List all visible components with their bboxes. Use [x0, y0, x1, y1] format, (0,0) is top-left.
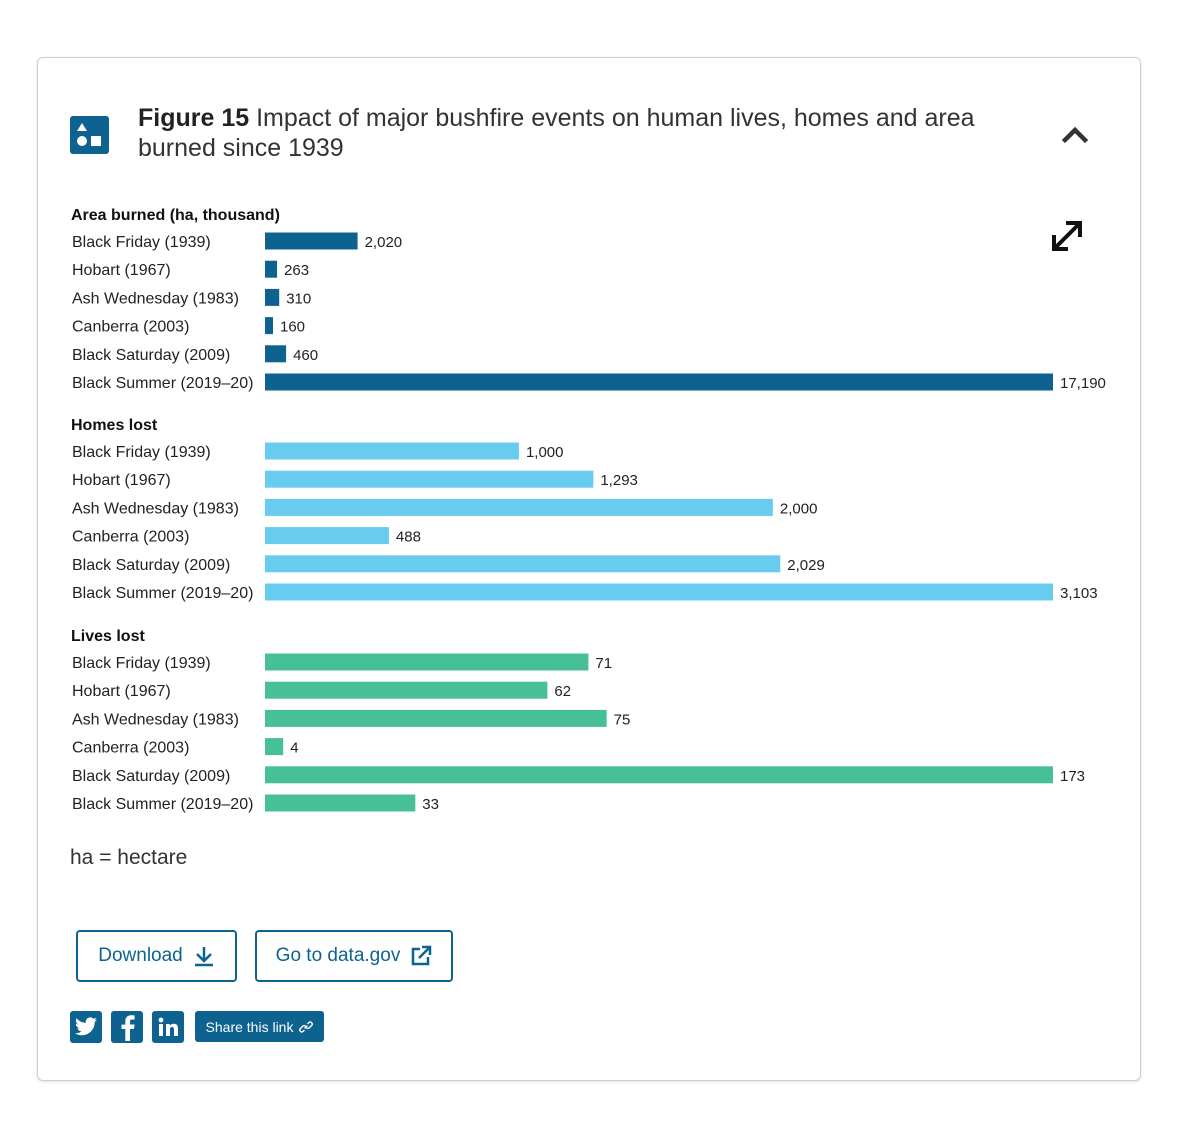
bar — [265, 794, 416, 812]
category-label: Hobart (1967) — [72, 683, 171, 700]
external-link-icon — [412, 945, 432, 966]
category-label: Black Saturday (2009) — [72, 768, 230, 785]
panel-title: Homes lost — [71, 417, 158, 434]
category-label: Hobart (1967) — [72, 472, 171, 489]
figure-title: Figure 15 Impact of major bushfire event… — [138, 103, 1038, 163]
chevron-up-icon — [1061, 126, 1089, 144]
bar — [265, 653, 589, 671]
category-label: Canberra (2003) — [72, 319, 189, 336]
bar — [265, 288, 280, 306]
category-label: Ash Wednesday (1983) — [72, 711, 239, 728]
download-icon — [194, 947, 213, 967]
twitter-icon[interactable] — [70, 1011, 102, 1043]
data-label: 2,029 — [787, 557, 825, 574]
expand-arrows-icon — [1052, 221, 1082, 251]
data-label: 1,293 — [600, 472, 638, 489]
category-label: Black Friday (1939) — [72, 234, 211, 251]
data-label: 2,020 — [365, 234, 403, 251]
linkedin-icon[interactable] — [152, 1011, 184, 1043]
download-label: Download — [98, 945, 183, 966]
bar-chart: Area burned (ha, thousand) Black Friday (… — [71, 207, 1106, 813]
data-label: 62 — [554, 683, 571, 700]
link-icon — [299, 1020, 314, 1033]
category-label: Black Saturday (2009) — [72, 557, 230, 574]
bar — [265, 527, 389, 545]
bar — [265, 583, 1053, 601]
data-label: 17,190 — [1060, 375, 1106, 392]
panel-title: Area burned (ha, thousand) — [71, 207, 280, 224]
bar — [265, 709, 607, 727]
category-label: Canberra (2003) — [72, 529, 189, 546]
data-label: 4 — [290, 740, 298, 757]
bar — [265, 681, 548, 699]
category-label: Black Summer (2019–20) — [72, 375, 253, 392]
figure-label: Figure 15 — [138, 104, 250, 132]
category-label: Black Friday (1939) — [72, 655, 211, 672]
share-link-button[interactable]: Share this link — [195, 1011, 324, 1042]
bar — [265, 766, 1053, 784]
collapse-button[interactable] — [1058, 120, 1092, 150]
bar — [265, 317, 273, 335]
datagov-label: Go to data.gov — [275, 945, 401, 966]
figure-title-text: Impact of major bushfire events on human… — [138, 104, 975, 162]
category-label: Black Saturday (2009) — [72, 347, 230, 364]
category-label: Ash Wednesday (1983) — [72, 290, 239, 307]
category-label: Ash Wednesday (1983) — [72, 500, 239, 517]
category-label: Black Friday (1939) — [72, 444, 211, 461]
data-label: 310 — [286, 290, 311, 307]
data-label: 173 — [1060, 768, 1085, 785]
bar — [265, 442, 519, 460]
data-label: 263 — [284, 262, 309, 279]
bar — [265, 498, 773, 516]
panel-title: Lives lost — [71, 628, 145, 645]
bar — [265, 232, 358, 250]
download-button[interactable]: Download — [76, 930, 237, 982]
data-label: 160 — [280, 319, 305, 336]
category-label: Black Summer (2019–20) — [72, 585, 253, 602]
expand-button[interactable] — [1048, 217, 1086, 255]
bar — [265, 345, 287, 363]
data-label: 33 — [422, 796, 439, 813]
bar — [265, 738, 284, 756]
data-label: 2,000 — [780, 500, 818, 517]
data-label: 460 — [293, 347, 318, 364]
bar — [265, 260, 278, 278]
data-label: 3,103 — [1060, 585, 1098, 602]
category-label: Hobart (1967) — [72, 262, 171, 279]
category-label: Canberra (2003) — [72, 740, 189, 757]
facebook-icon[interactable] — [111, 1011, 143, 1043]
shapes-icon — [70, 116, 109, 154]
footnote: ha = hectare — [70, 846, 188, 869]
data-label: 1,000 — [526, 444, 564, 461]
go-to-datagov-button[interactable]: Go to data.gov — [255, 930, 453, 982]
bar — [265, 470, 594, 488]
category-label: Black Summer (2019–20) — [72, 796, 253, 813]
data-label: 75 — [614, 711, 631, 728]
data-label: 71 — [595, 655, 612, 672]
data-label: 488 — [396, 529, 421, 546]
bar — [265, 555, 781, 573]
bar — [265, 373, 1053, 391]
share-link-label: Share this link — [205, 1018, 294, 1035]
